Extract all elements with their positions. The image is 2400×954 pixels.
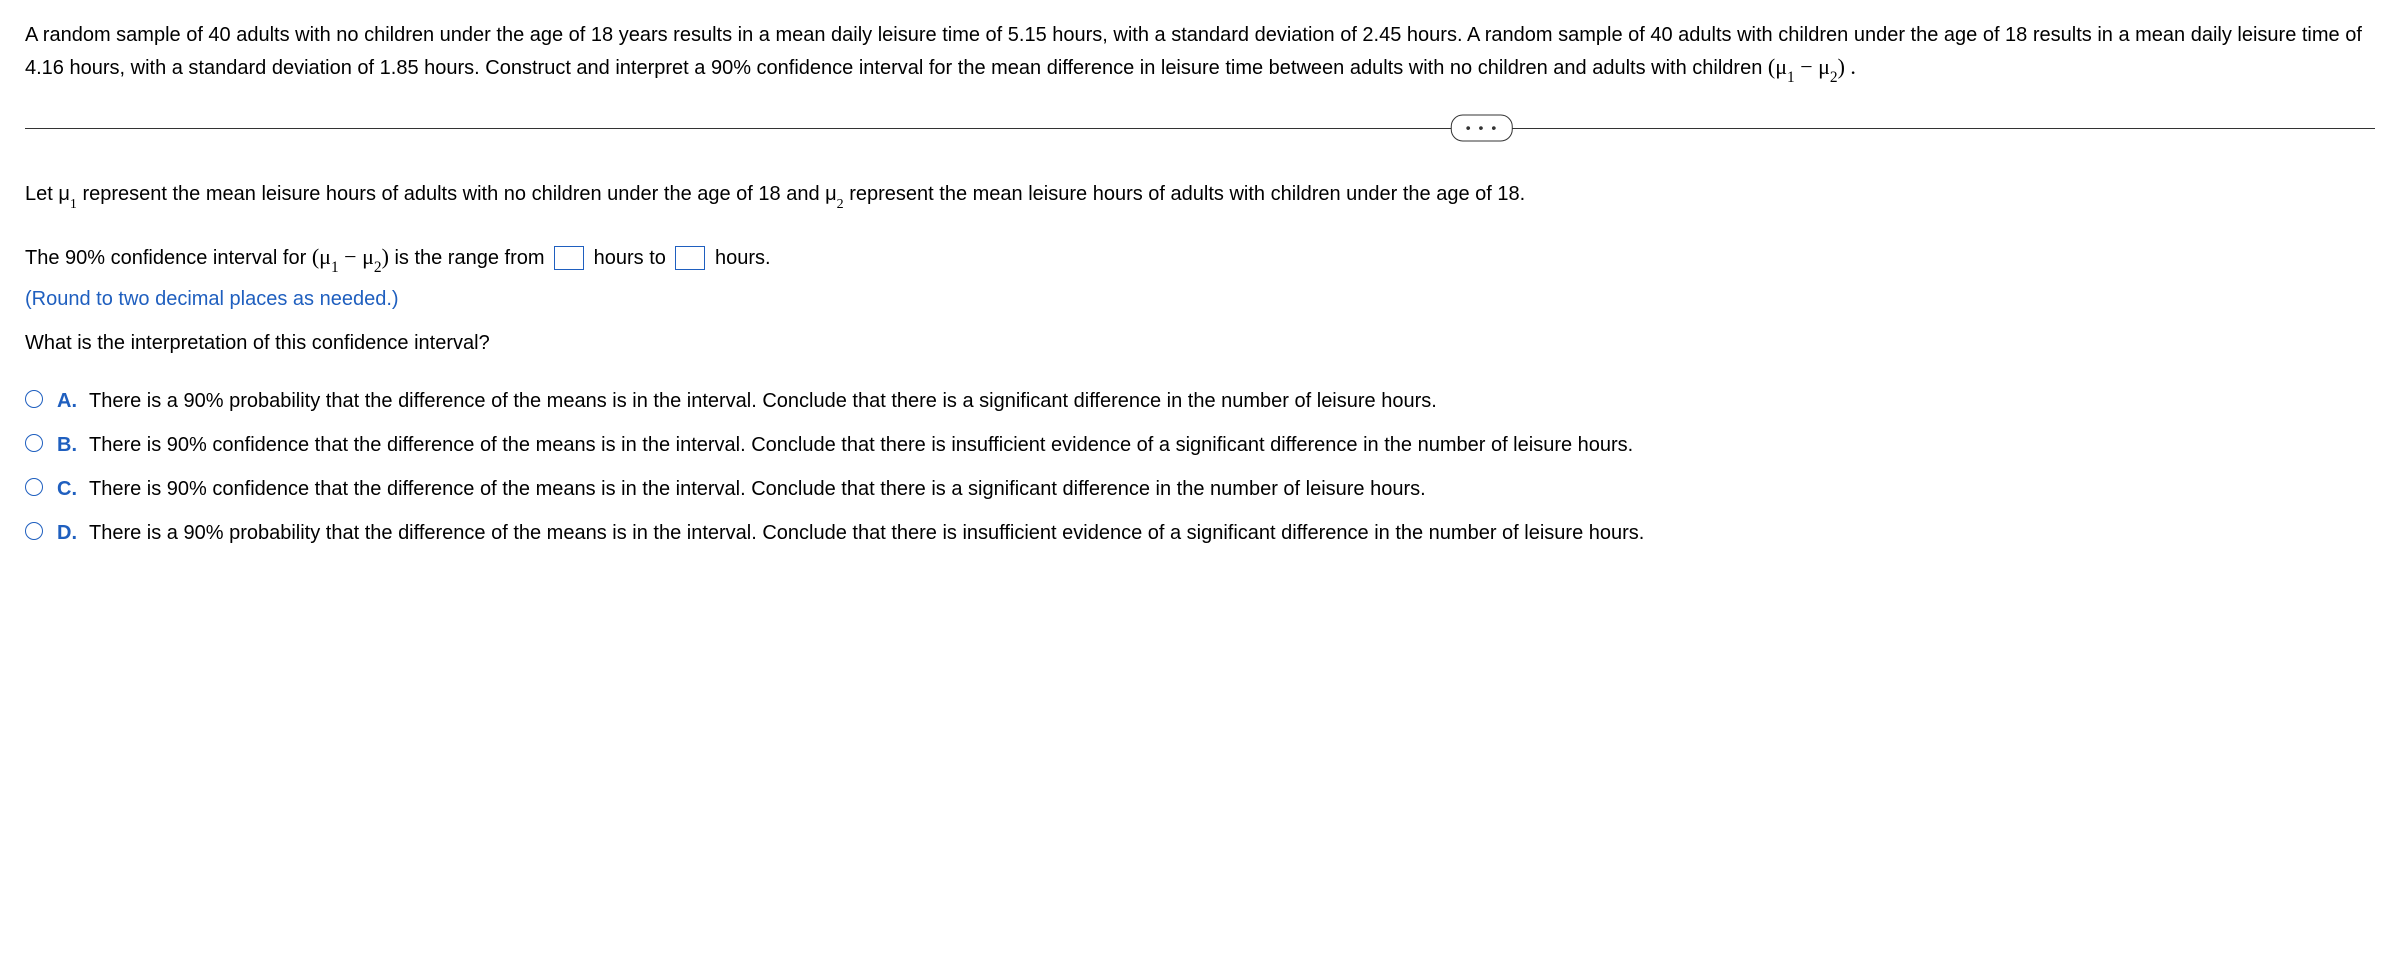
- expr-close: ) .: [1838, 54, 1856, 79]
- def-part1: Let μ: [25, 183, 70, 205]
- choice-letter-a: A.: [57, 386, 79, 416]
- choice-row-c: C. There is 90% confidence that the diff…: [25, 474, 2375, 504]
- expr-minus: − μ: [1795, 54, 1830, 79]
- ci-part4: hours.: [709, 247, 770, 269]
- section-divider: • • •: [25, 117, 2375, 139]
- radio-c[interactable]: [25, 478, 43, 496]
- ci-expr-open: (μ: [312, 244, 331, 269]
- ci-sub2: 2: [374, 259, 382, 276]
- problem-expr: (μ1 − μ2) .: [1768, 54, 1856, 79]
- choice-letter-b: B.: [57, 430, 79, 460]
- ci-part2: is the range from: [389, 247, 550, 269]
- choice-letter-d: D.: [57, 518, 79, 548]
- choice-row-b: B. There is 90% confidence that the diff…: [25, 430, 2375, 460]
- divider-line: [25, 128, 2375, 129]
- rounding-note: (Round to two decimal places as needed.): [25, 284, 2375, 314]
- choice-row-a: A. There is a 90% probability that the d…: [25, 386, 2375, 416]
- ci-expr: (μ1 − μ2): [312, 244, 389, 269]
- ci-minus: − μ: [339, 244, 374, 269]
- ci-part3: hours to: [588, 247, 671, 269]
- choice-letter-c: C.: [57, 474, 79, 504]
- def-sub1: 1: [70, 197, 77, 212]
- choice-text-b: There is 90% confidence that the differe…: [89, 430, 2375, 460]
- choice-row-d: D. There is a 90% probability that the d…: [25, 518, 2375, 548]
- choice-text-d: There is a 90% probability that the diff…: [89, 518, 2375, 548]
- def-sub2: 2: [837, 197, 844, 212]
- choice-text-a: There is a 90% probability that the diff…: [89, 386, 2375, 416]
- choice-text-c: There is 90% confidence that the differe…: [89, 474, 2375, 504]
- expr-sub1: 1: [1787, 69, 1795, 86]
- interpretation-question: What is the interpretation of this confi…: [25, 328, 2375, 358]
- expr-sub2: 2: [1830, 69, 1838, 86]
- radio-a[interactable]: [25, 390, 43, 408]
- upper-bound-input[interactable]: [675, 246, 705, 270]
- radio-d[interactable]: [25, 522, 43, 540]
- problem-text-1: A random sample of 40 adults with no chi…: [25, 24, 2362, 79]
- radio-b[interactable]: [25, 434, 43, 452]
- expand-toggle[interactable]: • • •: [1451, 114, 1513, 141]
- lower-bound-input[interactable]: [554, 246, 584, 270]
- ci-part1: The 90% confidence interval for: [25, 247, 312, 269]
- answer-choices: A. There is a 90% probability that the d…: [25, 386, 2375, 548]
- def-part3: represent the mean leisure hours of adul…: [844, 183, 1526, 205]
- ci-sub1: 1: [331, 259, 339, 276]
- expr-open: (μ: [1768, 54, 1787, 79]
- mu-definition: Let μ1 represent the mean leisure hours …: [25, 179, 2375, 212]
- def-part2: represent the mean leisure hours of adul…: [77, 183, 837, 205]
- problem-statement: A random sample of 40 adults with no chi…: [25, 20, 2375, 87]
- confidence-interval-line: The 90% confidence interval for (μ1 − μ2…: [25, 240, 2375, 277]
- ci-expr-close: ): [382, 244, 389, 269]
